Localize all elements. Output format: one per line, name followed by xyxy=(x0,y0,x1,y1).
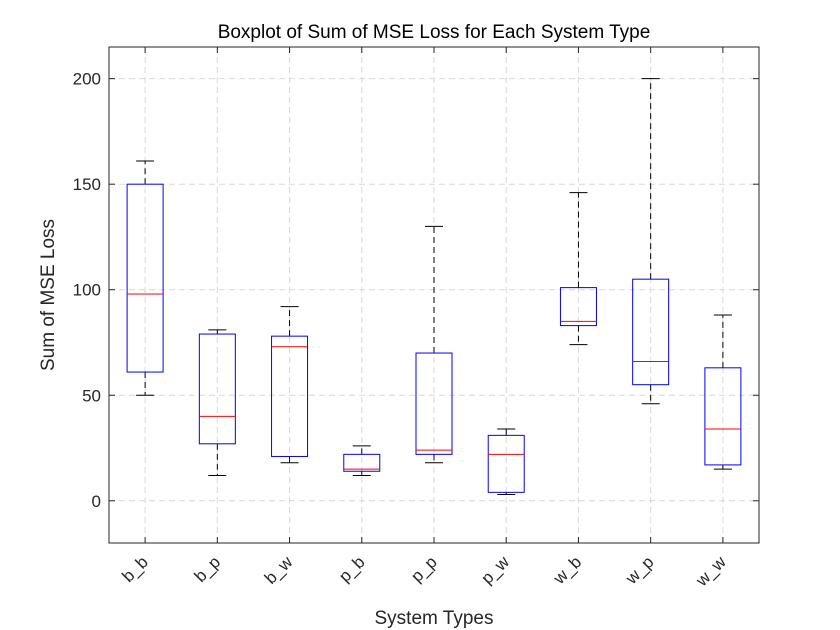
box-w_b xyxy=(559,192,597,346)
y-tick-label: 200 xyxy=(73,70,101,89)
y-axis-label: Sum of MSE Loss xyxy=(38,219,59,371)
iqr-box xyxy=(632,278,670,386)
box-p_w xyxy=(487,428,525,495)
box-p_p xyxy=(415,225,453,464)
x-tick-label: w_p xyxy=(621,552,657,588)
x-tick-label: p_w xyxy=(478,552,514,588)
iqr-box xyxy=(198,333,236,445)
iqr-box xyxy=(559,287,597,327)
y-tick-label: 0 xyxy=(92,492,101,511)
x-tick-label: p_p xyxy=(407,552,440,585)
x-tick-label: w_w xyxy=(692,552,731,591)
iqr-box xyxy=(415,352,453,455)
iqr-box xyxy=(126,183,164,373)
iqr-box xyxy=(271,335,309,457)
x-tick-label: b_p xyxy=(191,552,224,585)
boxes-layer xyxy=(126,78,742,495)
x-axis-label: System Types xyxy=(375,608,494,629)
y-tick-label: 50 xyxy=(82,386,101,405)
box-w_w xyxy=(704,314,742,470)
box-b_b xyxy=(126,160,164,396)
box-w_p xyxy=(632,78,670,405)
iqr-box xyxy=(487,434,525,493)
y-tick-label: 150 xyxy=(73,175,101,194)
iqr-box xyxy=(704,367,742,466)
x-tick-label: b_b xyxy=(118,552,151,585)
x-tick-label: w_b xyxy=(549,552,585,588)
grid-layer xyxy=(109,47,759,543)
box-b_p xyxy=(198,329,236,476)
y-tick-label: 100 xyxy=(73,281,101,300)
iqr-box xyxy=(343,453,381,472)
box-p_b xyxy=(343,445,381,476)
x-tick-label: b_w xyxy=(261,552,297,588)
x-tick-label: p_b xyxy=(335,552,368,585)
box-b_w xyxy=(271,306,309,464)
chart-title: Boxplot of Sum of MSE Loss for Each Syst… xyxy=(218,22,651,43)
ticks-layer: 0 50 100 150 200 b_b b_p b_w p_b p_p p_w w_b w_p w_w xyxy=(73,47,759,591)
